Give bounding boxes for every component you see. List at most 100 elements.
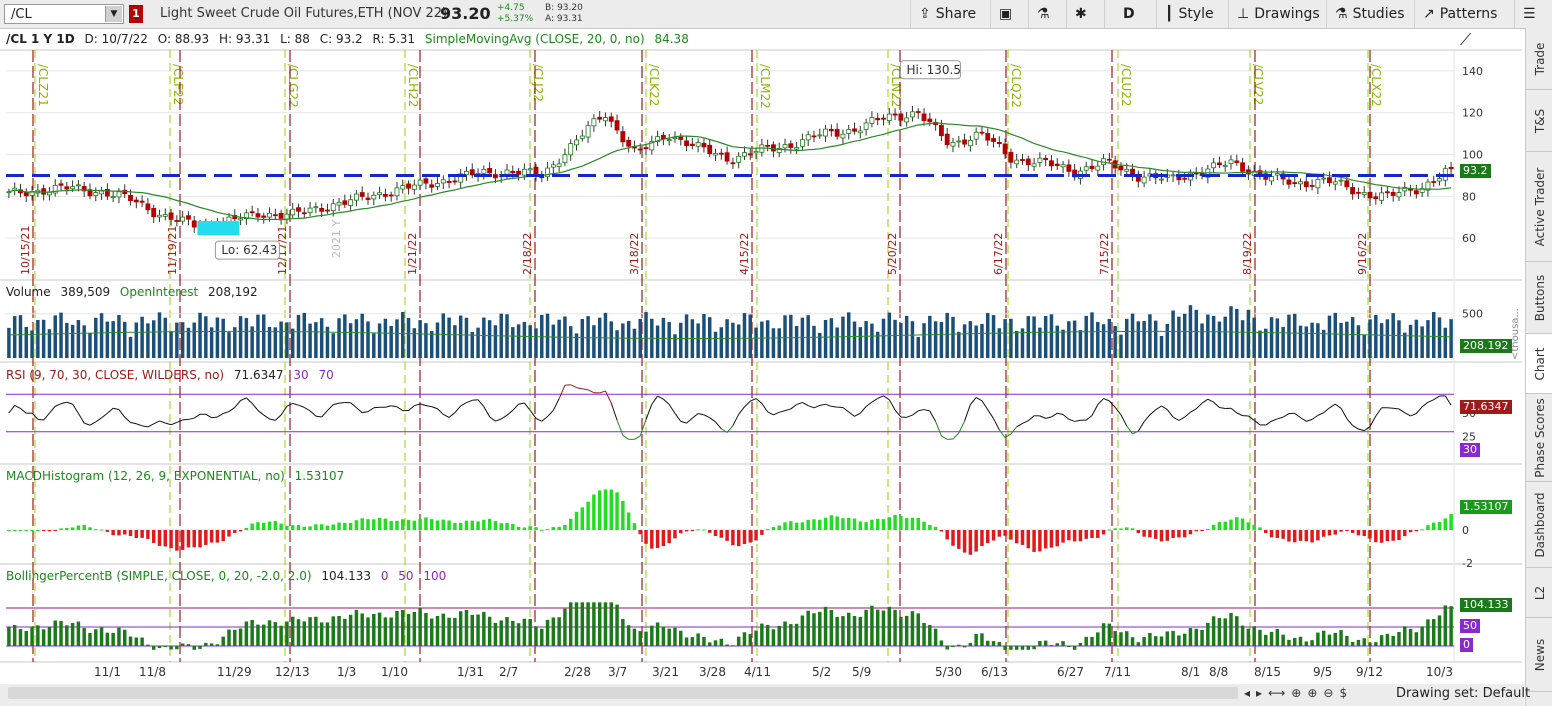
horizontal-scrollbar[interactable] <box>8 687 1238 699</box>
rsi-segment <box>1132 430 1139 435</box>
macd-bar <box>1240 518 1245 530</box>
tab-phase-scores[interactable]: Phase Scores <box>1526 394 1552 482</box>
crosshair-icon[interactable]: ⊕ <box>1291 686 1308 700</box>
candle-body <box>915 111 921 113</box>
drawings-button[interactable]: ⊥ Drawings <box>1228 0 1326 28</box>
bb-bar <box>574 602 579 646</box>
bb-bar <box>933 628 938 646</box>
tab-t-s[interactable]: T&S <box>1526 90 1552 152</box>
tab-trade[interactable]: Trade <box>1526 28 1552 90</box>
tab-chart[interactable]: Chart <box>1526 334 1552 394</box>
candle-body <box>863 122 869 130</box>
volume-bar <box>175 322 179 358</box>
settings-button[interactable]: ✱ <box>1066 0 1104 28</box>
volume-bar <box>1003 319 1007 358</box>
bb-bar <box>1090 636 1094 646</box>
calendar-button[interactable]: ▣ <box>990 0 1028 28</box>
bb-bar <box>684 637 689 646</box>
chevron-down-icon[interactable]: ▼ <box>105 6 122 22</box>
zoom-in-icon[interactable]: ⊕ <box>1307 686 1324 700</box>
volume-bar <box>655 325 660 358</box>
tab-buttons[interactable]: Buttons <box>1526 262 1552 334</box>
drawing-set[interactable]: Drawing set: Default <box>1396 686 1531 701</box>
tab-l2[interactable]: L2 <box>1526 568 1552 618</box>
bb-bar <box>389 617 393 646</box>
bb-bar <box>1240 625 1245 646</box>
flask-button[interactable]: ⚗ <box>1028 0 1066 28</box>
volume-bar <box>1327 315 1332 358</box>
macd-bar <box>574 511 579 530</box>
macd-bar <box>1096 530 1100 538</box>
candle-body <box>892 113 898 116</box>
rsi-segment <box>292 402 299 406</box>
bb-bar <box>1043 640 1048 646</box>
bb-bar <box>395 610 399 646</box>
bb-bar <box>719 638 724 646</box>
candle-body <box>1037 157 1043 163</box>
share-button[interactable]: ⇪ Share <box>910 0 990 28</box>
candle-body <box>927 118 933 123</box>
pan-icon[interactable]: ⟷ <box>1268 686 1292 700</box>
macd-bar <box>1327 530 1332 536</box>
tab-news[interactable]: News <box>1526 618 1552 692</box>
volume-bar <box>1043 315 1048 358</box>
symbol-input[interactable]: /CL ▼ <box>4 4 124 24</box>
bb-bar <box>650 625 654 646</box>
candle-body <box>1159 178 1164 181</box>
link-badge[interactable]: 1 <box>129 5 143 23</box>
studies-button[interactable]: ⚗ Studies <box>1326 0 1414 28</box>
tab-dashboard[interactable]: Dashboard <box>1526 482 1552 568</box>
price-axis-label: 120 <box>1462 107 1483 120</box>
volume-bar <box>302 312 307 358</box>
style-button[interactable]: ┃ Style <box>1156 0 1228 28</box>
rsi-segment <box>848 411 855 417</box>
macd-bar <box>679 530 683 534</box>
rsi-segment <box>280 405 288 416</box>
rsi-segment <box>1248 415 1255 421</box>
rsi-segment <box>338 401 345 404</box>
rsi-segment <box>975 396 983 402</box>
rsi-segment <box>599 390 606 394</box>
bb-bar <box>1003 646 1007 650</box>
rsi-axis-label-low: 25 <box>1462 431 1476 444</box>
scroll-left-icon[interactable]: ◂ <box>1244 686 1257 700</box>
volume-bar <box>36 320 40 358</box>
period-button[interactable]: D <box>1104 0 1156 28</box>
bb-bar <box>875 609 880 646</box>
volume-bar <box>818 332 822 358</box>
volume-bar <box>238 316 243 358</box>
expiry-label: /CLG22 <box>286 64 300 108</box>
autoscale-icon[interactable]: ⟋ <box>1460 30 1472 49</box>
bb-bar <box>99 627 104 646</box>
x-axis-label: 8/8 <box>1209 665 1228 679</box>
dollar-icon[interactable]: $ <box>1339 686 1354 700</box>
rsi-segment <box>396 406 404 412</box>
rsi-segment <box>309 410 317 417</box>
tab-active-trader[interactable]: Active Trader <box>1526 152 1552 262</box>
macd-bar <box>395 520 399 530</box>
rsi-segment <box>854 412 861 417</box>
menu-button[interactable]: ☰ <box>1514 0 1552 28</box>
bb-bar <box>1078 642 1083 646</box>
macd-bar <box>875 518 880 530</box>
volume-bar <box>1379 323 1384 358</box>
candle-body <box>481 169 487 174</box>
candle-body <box>765 144 771 147</box>
volume-bar <box>163 317 168 358</box>
macd-bar <box>1142 530 1146 537</box>
patterns-button[interactable]: ↗ Patterns <box>1414 0 1514 28</box>
scroll-right-icon[interactable]: ▸ <box>1256 686 1269 700</box>
price-axis-label: 100 <box>1462 149 1483 162</box>
bb-bar <box>458 611 463 646</box>
rsi-segment <box>767 411 774 416</box>
chart-canvas[interactable]: 1401201008060/CLZ21/CLF22/CLG22/CLH22/CL… <box>0 0 1522 684</box>
volume-bar <box>285 322 289 358</box>
macd-bar <box>1321 530 1326 537</box>
macd-bar <box>783 522 787 530</box>
bb-bar <box>557 617 561 646</box>
bb-bar <box>563 608 567 646</box>
volume-bar <box>864 321 868 358</box>
zoom-out-icon[interactable]: ⊖ <box>1323 686 1340 700</box>
bb-bar <box>1333 632 1338 646</box>
bb-bar <box>175 646 179 650</box>
